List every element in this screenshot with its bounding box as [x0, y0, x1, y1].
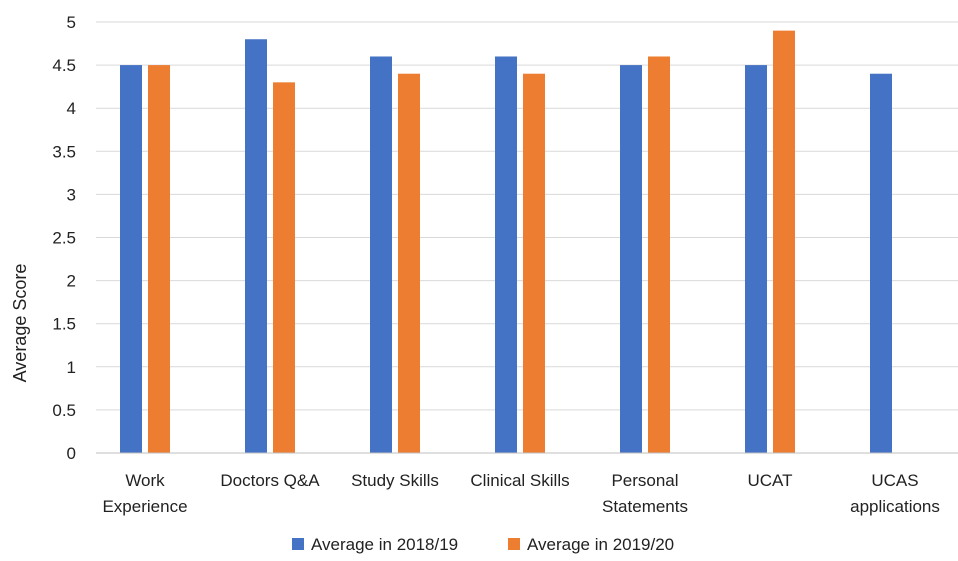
bar-series-1 — [495, 56, 517, 453]
y-tick-label: 4.5 — [52, 56, 76, 75]
y-tick-label: 3 — [67, 185, 76, 204]
y-axis-title: Average Score — [10, 264, 30, 383]
bar-series-2 — [648, 56, 670, 453]
x-category-label: Experience — [102, 497, 187, 516]
bar-series-1 — [620, 65, 642, 453]
x-category-label: Clinical Skills — [470, 471, 569, 490]
y-tick-label: 0 — [67, 444, 76, 463]
legend-swatch — [292, 538, 304, 550]
x-category-label: UCAT — [747, 471, 792, 490]
legend-label: Average in 2018/19 — [311, 535, 458, 554]
x-category-label: applications — [850, 497, 940, 516]
bar-series-2 — [398, 73, 420, 453]
bar-series-1 — [245, 39, 267, 454]
bars — [120, 30, 892, 454]
y-tick-label: 1 — [67, 358, 76, 377]
x-category-label: Doctors Q&A — [220, 471, 320, 490]
bar-series-1 — [745, 65, 767, 453]
y-tick-label: 2.5 — [52, 229, 76, 248]
bar-series-2 — [773, 30, 795, 454]
x-category-label: UCAS — [871, 471, 918, 490]
x-axis-category-labels: Work Experience Doctors Q&A Study Skills Cli… — [102, 471, 939, 516]
y-tick-label: 5 — [67, 13, 76, 32]
y-tick-label: 2 — [67, 272, 76, 291]
legend: Average in 2018/19 Average in 2019/20 — [292, 535, 674, 554]
bar-series-1 — [370, 56, 392, 453]
bar-series-2 — [273, 82, 295, 453]
y-tick-label: 1.5 — [52, 315, 76, 334]
legend-swatch — [508, 538, 520, 550]
y-tick-label: 3.5 — [52, 142, 76, 161]
legend-label: Average in 2019/20 — [527, 535, 674, 554]
x-category-label: Study Skills — [351, 471, 439, 490]
y-tick-label: 4 — [67, 99, 76, 118]
x-category-label: Personal — [611, 471, 678, 490]
bar-series-1 — [120, 65, 142, 453]
y-tick-label: 0.5 — [52, 401, 76, 420]
y-axis-ticks: 0 0.5 1 1.5 2 2.5 3 3.5 4 4.5 5 — [52, 13, 76, 463]
x-category-label: Statements — [602, 497, 688, 516]
bar-series-1 — [870, 73, 892, 453]
bar-series-2 — [148, 65, 170, 453]
bar-series-2 — [523, 73, 545, 453]
x-category-label: Work — [125, 471, 165, 490]
